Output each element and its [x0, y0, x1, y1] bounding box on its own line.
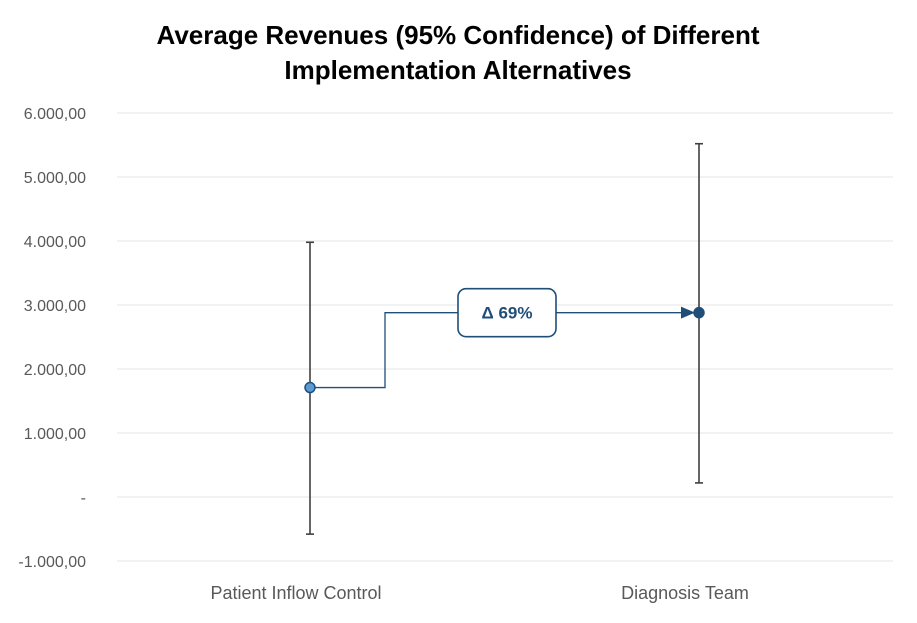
- x-category-label: Patient Inflow Control: [210, 583, 381, 603]
- error-bars: [306, 142, 703, 535]
- delta-callout: Δ 69%: [457, 287, 557, 338]
- y-tick-label: 3.000,00: [24, 298, 86, 315]
- y-tick-label: -: [81, 490, 86, 507]
- chart-title-line-1: Average Revenues (95% Confidence) of Dif…: [157, 20, 760, 50]
- data-point: [693, 306, 705, 319]
- delta-callout-box: [457, 287, 557, 338]
- y-tick-label: 1.000,00: [24, 426, 86, 443]
- x-category-label: Diagnosis Team: [621, 583, 749, 603]
- y-tick-label: 5.000,00: [24, 170, 86, 187]
- y-tick-label: 2.000,00: [24, 362, 86, 379]
- data-points: [304, 306, 705, 394]
- x-axis-categories: Patient Inflow Control Diagnosis Team: [210, 583, 748, 603]
- y-tick-label: 6.000,00: [24, 106, 86, 123]
- delta-callout-label: Δ 69%: [482, 304, 533, 323]
- y-tick-label: 4.000,00: [24, 234, 86, 251]
- arrowhead-icon: [681, 306, 695, 319]
- chart-title-line-2: Implementation Alternatives: [284, 55, 631, 85]
- y-axis-ticks: -1.000,00-1.000,002.000,003.000,004.000,…: [18, 106, 86, 571]
- data-point: [304, 381, 316, 394]
- chart-title: Average Revenues (95% Confidence) of Dif…: [157, 20, 760, 85]
- y-tick-label: -1.000,00: [18, 554, 86, 571]
